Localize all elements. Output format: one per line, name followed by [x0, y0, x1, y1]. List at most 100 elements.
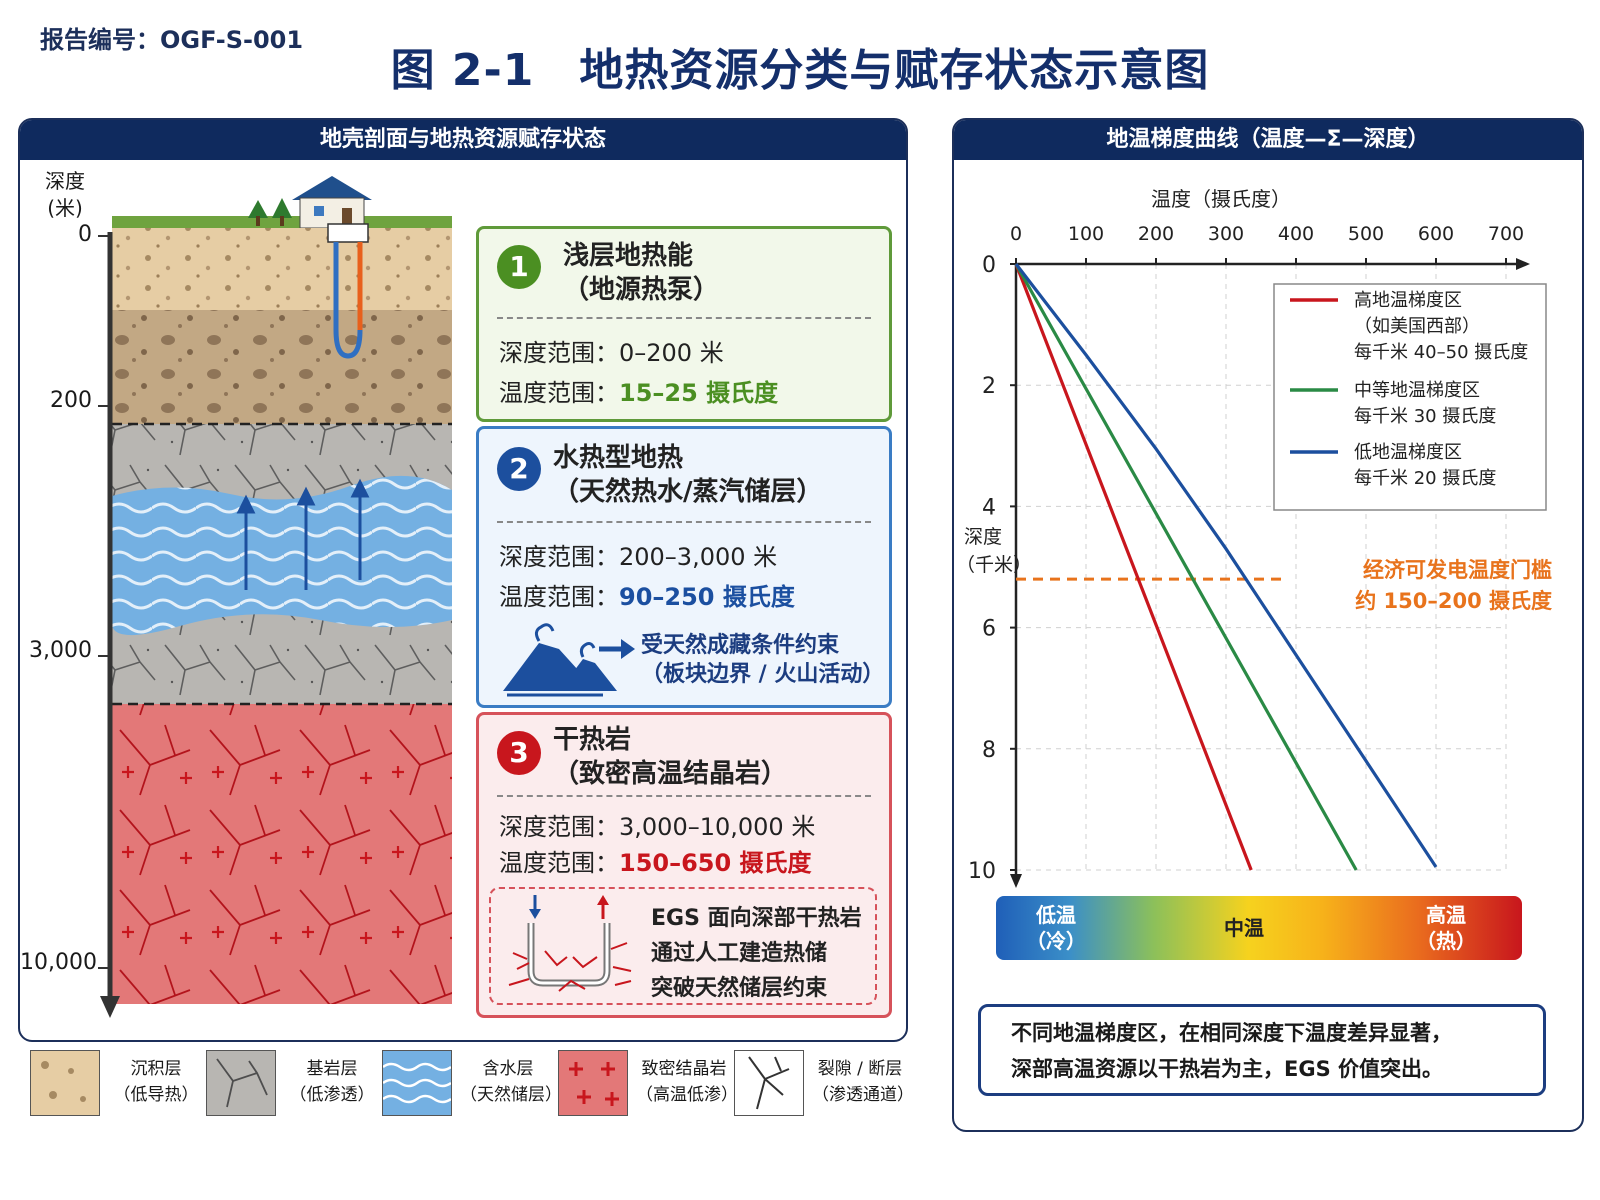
box2-depth-value: 200–3,000 米 — [619, 543, 778, 571]
legend-label-2-line1: 中等地温梯度区 — [1354, 380, 1480, 401]
colorbar-high: 高温 （热） — [1416, 902, 1476, 954]
box1-title-line2: （地源热泵） — [563, 275, 720, 305]
y-axis-title-line2: （千米） — [956, 554, 1032, 576]
gradient-line-2 — [1014, 263, 1358, 871]
legend-fracture-desc: （渗透通道） — [812, 1085, 914, 1105]
page-title: 图 2-1 地热资源分类与赋存状态示意图 — [390, 45, 1210, 96]
legend-bedrock-name: 基岩层 — [306, 1059, 358, 1079]
depth-axis-label-line2: (米) — [47, 196, 83, 220]
legend-label-1-line1: 高地温梯度区 — [1354, 290, 1462, 311]
depth-tick-200: 200 — [50, 388, 92, 413]
crust-cross-section — [98, 176, 452, 1018]
box3-title-line2: （致密高温结晶岩） — [553, 759, 788, 789]
legend-label-1-line3: 每千米 40–50 摄氏度 — [1354, 342, 1528, 363]
depth-axis-label-line1: 深度 — [45, 169, 85, 193]
y-tick-label: 10 — [968, 859, 996, 884]
gradient-line-1 — [1014, 263, 1253, 871]
box-hot-dry-rock: 3 干热岩 （致密高温结晶岩） 深度范围：3,000–10,000 米 温度范围… — [476, 712, 892, 1018]
x-tick-label: 500 — [1348, 223, 1384, 245]
x-tick-label: 600 — [1418, 223, 1454, 245]
box1-depth-label: 深度范围： — [499, 339, 619, 367]
box1-title-line1: 浅层地热能 — [563, 241, 694, 271]
colorbar-low-line1: 低温 — [1036, 903, 1076, 927]
legend-fracture-name: 裂隙 / 断层 — [817, 1059, 903, 1079]
box3-divider — [497, 795, 871, 797]
tree-icon — [248, 200, 268, 218]
colorbar-low: 低温 （冷） — [1026, 902, 1086, 954]
colorbar-high-line2: （热） — [1416, 929, 1476, 953]
sediment-swatch — [30, 1050, 100, 1116]
box1-divider — [497, 317, 871, 319]
y-tick-label: 2 — [982, 374, 996, 399]
badge-2: 2 — [497, 447, 541, 491]
legend-label-1-line2: （如美国西部） — [1354, 316, 1480, 337]
y-axis-arrow — [1010, 874, 1022, 888]
box3-title: 干热岩 （致密高温结晶岩） — [553, 723, 787, 791]
x-tick-label: 200 — [1138, 223, 1174, 245]
box1-temp: 温度范围：15–25 摄氏度 — [499, 373, 778, 408]
legend-bedrock-desc: （低渗透） — [289, 1085, 375, 1105]
house-icon — [292, 176, 372, 229]
legend-crystalline-desc: （高温低渗） — [636, 1085, 738, 1105]
egs-well-icon — [508, 895, 632, 992]
box2-temp: 温度范围：90–250 摄氏度 — [499, 577, 795, 612]
y-tick-label: 4 — [982, 495, 996, 520]
fracture-swatch — [734, 1050, 804, 1116]
box2-divider — [497, 521, 871, 523]
legend-crystalline-name: 致密结晶岩 — [641, 1059, 727, 1079]
legend-sediment-desc: （低导热） — [113, 1085, 199, 1105]
report-number: 报告编号：OGF-S-001 — [40, 26, 304, 54]
y-axis-title-line1: 深度 — [964, 526, 1002, 548]
box3-temp-value: 150–650 摄氏度 — [619, 849, 812, 877]
gradient-chart: 0 100 200 300 400 500 600 700 0 2 4 6 8 10 温度（摄氏度） 深度 （千… — [956, 187, 1552, 888]
x-axis-arrow — [1516, 258, 1530, 270]
box2-temp-value: 90–250 摄氏度 — [619, 583, 795, 611]
egs-line1: EGS 面向深部干热岩 — [651, 906, 862, 931]
depth-tick-10000: 10,000 — [20, 950, 97, 975]
box1-temp-value: 15–25 摄氏度 — [619, 379, 779, 407]
legend-label-2-line2: 每千米 30 摄氏度 — [1354, 406, 1496, 427]
legend-label-3-line1: 低地温梯度区 — [1354, 442, 1462, 463]
box3-temp: 温度范围：150–650 摄氏度 — [499, 843, 812, 878]
box2-title-line2: （天然热水/蒸汽储层） — [553, 477, 823, 507]
legend-label-3-line2: 每千米 20 摄氏度 — [1354, 468, 1496, 489]
summary-line2: 深部高温资源以干热岩为主，EGS 价值突出。 — [1011, 1057, 1444, 1081]
bedrock-swatch — [206, 1050, 276, 1116]
temperature-colorbar: 低温 （冷） 中温 高温 （热） — [996, 896, 1522, 960]
crust-section-panel: 地壳剖面与地热资源赋存状态 深度 (米) 0 200 3,000 10,000 — [18, 118, 908, 1042]
box2-depth: 深度范围：200–3,000 米 — [499, 537, 777, 572]
chart-legend-box — [1273, 283, 1547, 511]
aquifer-swatch — [382, 1050, 452, 1116]
box-shallow-geothermal: 1 浅层地热能 （地源热泵） 深度范围：0–200 米 温度范围：15–25 摄… — [476, 226, 892, 422]
x-tick-label: 400 — [1278, 223, 1314, 245]
legend-sediment-text: 沉积层 （低导热） — [108, 1056, 204, 1108]
x-tick-label: 0 — [1010, 223, 1022, 245]
legend-sediment-name: 沉积层 — [130, 1059, 182, 1079]
depth-axis-label: 深度 (米) — [30, 168, 100, 222]
constraint-text: 受天然成藏条件约束 （板块边界 / 火山活动） — [641, 631, 884, 689]
box3-depth: 深度范围：3,000–10,000 米 — [499, 807, 815, 842]
depth-tick-0: 0 — [78, 222, 92, 247]
legend-aquifer-desc: （天然储层） — [460, 1085, 562, 1105]
box2-temp-label: 温度范围： — [499, 583, 619, 611]
box3-title-line1: 干热岩 — [553, 725, 632, 755]
badge-1: 1 — [497, 245, 541, 289]
y-tick-label: 6 — [982, 617, 996, 642]
gradient-chart-header: 地温梯度曲线（温度—Σ—深度） — [954, 120, 1582, 160]
box2-title-line1: 水热型地热 — [553, 443, 684, 473]
crystalline-swatch — [558, 1050, 628, 1116]
box2-depth-label: 深度范围： — [499, 543, 619, 571]
y-tick-label: 8 — [982, 738, 996, 763]
box1-depth-value: 0–200 米 — [619, 339, 724, 367]
x-tick-label: 100 — [1068, 223, 1104, 245]
colorbar-low-line2: （冷） — [1026, 929, 1086, 953]
egs-line2: 通过人工建造热储 — [651, 941, 828, 966]
threshold-label-line2: 约 150–200 摄氏度 — [1355, 589, 1552, 613]
layer-legend: 沉积层 （低导热） 基岩层 （低渗透） 含水层 （天然储层） 致密结晶岩 （高温低渗） … — [30, 1050, 914, 1120]
legend-aquifer-name: 含水层 — [482, 1059, 534, 1079]
colorbar-mid: 中温 — [1224, 916, 1264, 940]
geothermal-gradient-panel: 地温梯度曲线（温度—Σ—深度） 0 100 200 300 400 500 600 700 0 2… — [952, 118, 1584, 1132]
legend-crystalline-text: 致密结晶岩 （高温低渗） — [636, 1056, 738, 1108]
x-tick-label: 700 — [1488, 223, 1524, 245]
crust-section-header: 地壳剖面与地热资源赋存状态 — [20, 120, 906, 160]
